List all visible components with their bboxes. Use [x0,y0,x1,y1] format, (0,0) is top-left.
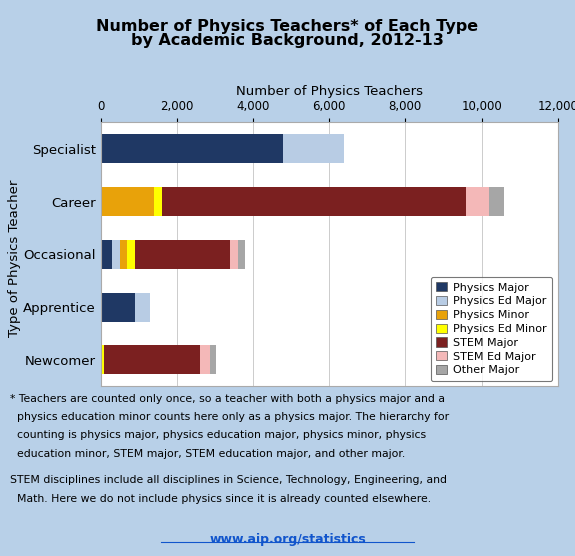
Text: STEM disciplines include all disciplines in Science, Technology, Engineering, an: STEM disciplines include all disciplines… [10,475,447,485]
Text: education minor, STEM major, STEM education major, and other major.: education minor, STEM major, STEM educat… [10,449,405,459]
X-axis label: Number of Physics Teachers: Number of Physics Teachers [236,85,423,98]
Text: physics education minor counts here only as a physics major. The hierarchy for: physics education minor counts here only… [10,412,450,422]
Bar [101,292,135,322]
Bar [101,240,112,269]
Text: Number of Physics Teachers* of Each Type: Number of Physics Teachers* of Each Type [97,19,478,34]
Text: Type of Physics Teacher: Type of Physics Teacher [8,180,21,337]
Bar [154,187,162,216]
Bar [238,240,246,269]
Bar [127,240,135,269]
Bar [105,345,200,374]
Bar [101,135,283,163]
Bar [101,187,154,216]
Bar [210,345,216,374]
Text: www.aip.org/statistics: www.aip.org/statistics [209,533,366,546]
Bar [112,240,120,269]
Bar [200,345,210,374]
Text: * Teachers are counted only once, so a teacher with both a physics major and a: * Teachers are counted only once, so a t… [10,394,446,404]
Text: Math. Here we do not include physics since it is already counted elsewhere.: Math. Here we do not include physics sin… [10,494,431,504]
Bar [162,187,466,216]
Bar [135,292,150,322]
Bar [135,240,230,269]
Bar [120,240,127,269]
Text: counting is physics major, physics education major, physics minor, physics: counting is physics major, physics educa… [10,430,427,440]
Bar [101,345,105,374]
Legend: Physics Major, Physics Ed Major, Physics Minor, Physics Ed Minor, STEM Major, ST: Physics Major, Physics Ed Major, Physics… [431,277,552,381]
Text: by Academic Background, 2012-13: by Academic Background, 2012-13 [131,33,444,48]
Bar [489,187,504,216]
Bar [230,240,238,269]
Bar [466,187,489,216]
Bar [283,135,344,163]
